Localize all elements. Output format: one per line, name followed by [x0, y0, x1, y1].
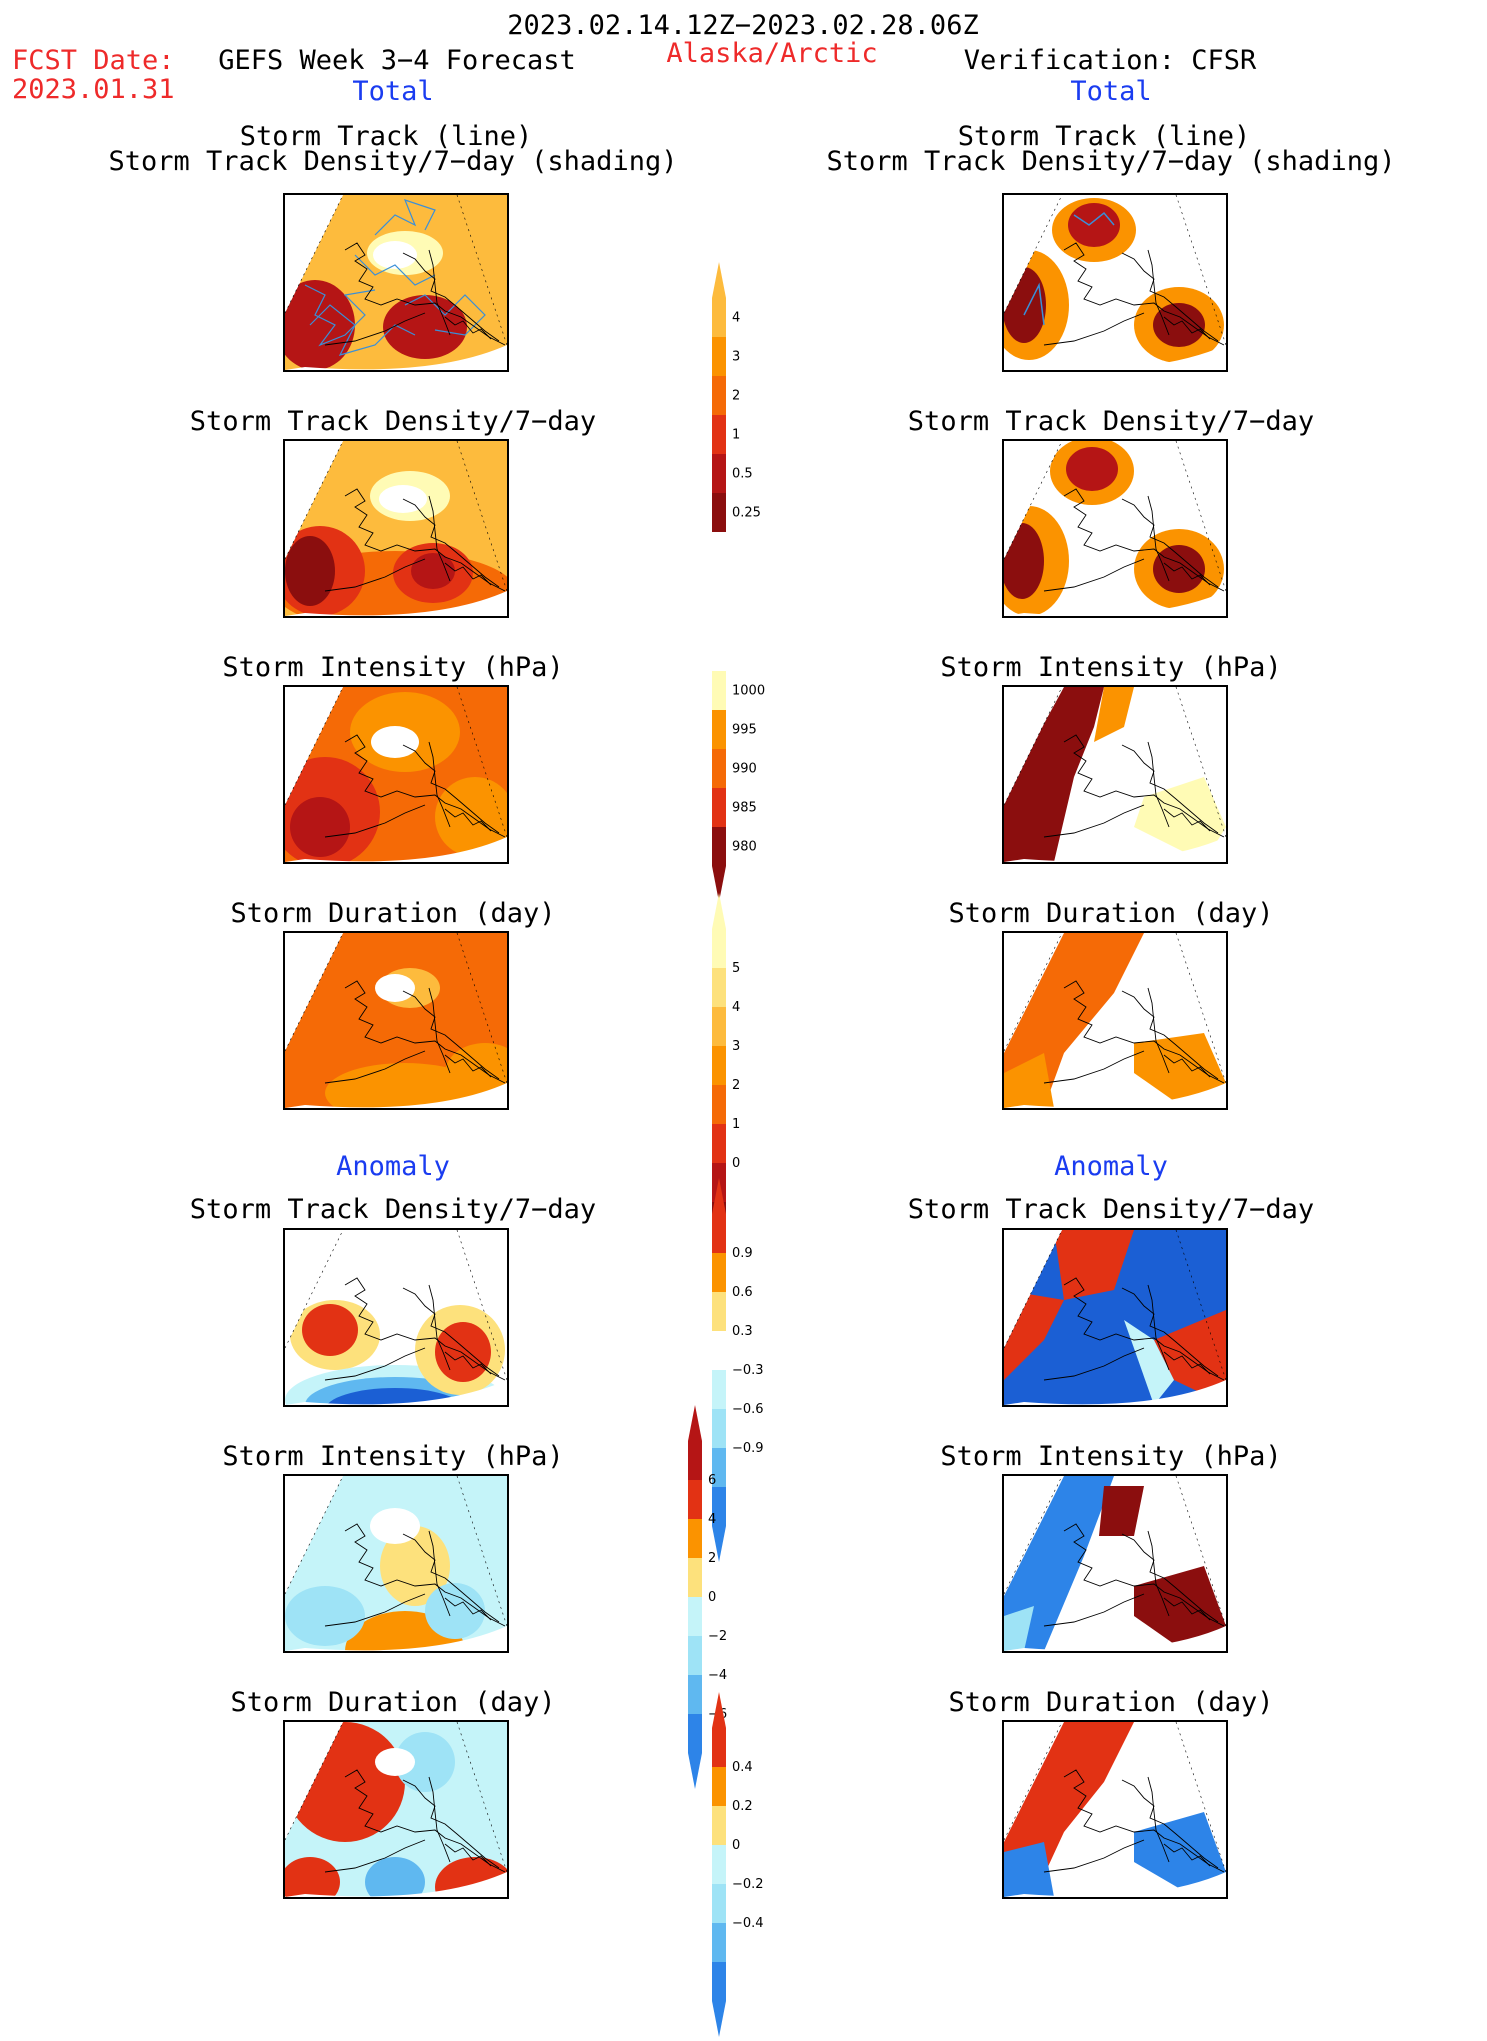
colorbar-tick-label: 0	[732, 1838, 740, 1853]
fcst-duration-title: Storm Duration (day)	[230, 898, 556, 929]
colorbar-tick-label: 0	[732, 1156, 740, 1171]
ver-track-density-title: Storm Track Density/7−day	[907, 406, 1315, 437]
colorbar-tick-label: 0.2	[732, 1799, 753, 1814]
ver-track-density-map	[1002, 439, 1228, 618]
colorbar-tick-label: 980	[732, 840, 757, 855]
colorbar-tick-label: 0.6	[732, 1285, 753, 1300]
fcst-intensity-title: Storm Intensity (hPa)	[222, 652, 564, 683]
colorbar-tick-label: 1	[732, 1117, 740, 1132]
colorbar-tick-label: 2	[708, 1551, 716, 1566]
colorbar-tick-label: 1	[732, 428, 740, 443]
ver-duration-anomaly-title: Storm Duration (day)	[948, 1687, 1274, 1718]
ver-intensity-anomaly-map	[1002, 1474, 1228, 1653]
fcst-duration-anomaly-title: Storm Duration (day)	[230, 1687, 556, 1718]
colorbar-tick-label: 2	[732, 389, 740, 404]
colorbar-tick-label: 0.5	[732, 467, 753, 482]
colorbar-tick-label: 0	[708, 1590, 716, 1605]
colorbar-tick-label: 2	[732, 1078, 740, 1093]
colorbar-tick-label: 0.4	[732, 1760, 753, 1775]
valid-period: 2023.02.14.12Z−2023.02.28.06Z	[507, 10, 979, 41]
colorbar-tick-label: 1000	[732, 684, 765, 699]
fcst-density-anomaly-map	[283, 1228, 509, 1407]
colorbar-tick-label: −2	[708, 1629, 727, 1644]
ver-intensity-anomaly-title: Storm Intensity (hPa)	[940, 1441, 1282, 1472]
colorbar-tick-label: −0.6	[732, 1402, 764, 1417]
fcst-intensity-anomaly-title: Storm Intensity (hPa)	[222, 1441, 564, 1472]
ver-density-anomaly-title: Storm Track Density/7−day	[907, 1194, 1315, 1225]
colorbar-tick-label: 985	[732, 801, 757, 816]
ver-duration-title: Storm Duration (day)	[948, 898, 1274, 929]
colorbar-tick-label: −0.3	[732, 1363, 764, 1378]
region-label: Alaska/Arctic	[666, 38, 878, 69]
fcst-track-density-title: Storm Track Density/7−day	[189, 406, 597, 437]
fcst-intensity-map	[283, 685, 509, 864]
colorbar-tick-label: 3	[732, 1039, 740, 1054]
fcst-duration-anomaly-map	[283, 1720, 509, 1899]
forecast-total-label: Total	[352, 76, 434, 107]
intensity-colorbar: 1000 995 990 985 980	[712, 671, 772, 906]
fcst-date-value: 2023.01.31	[12, 74, 175, 105]
ver-track-density-line-map	[1002, 193, 1228, 372]
colorbar-tick-label: 6	[708, 1473, 716, 1488]
fcst-date-label: FCST Date:	[12, 45, 175, 76]
colorbar-tick-label: 4	[732, 1000, 740, 1015]
ver-anomaly-label: Anomaly	[1054, 1151, 1168, 1182]
density-colorbar: 4 3 2 1 0.5 0.25	[712, 262, 772, 572]
duration-anomaly-colorbar: 0.4 0.2 0 −0.2 −0.4	[712, 1692, 772, 2041]
colorbar-tick-label: 0.9	[732, 1246, 753, 1261]
fcst-duration-map	[283, 931, 509, 1110]
verification-title: Verification: CFSR	[963, 45, 1257, 76]
density-anomaly-colorbar: 0.9 0.6 0.3 −0.3 −0.6 −0.9	[712, 1178, 772, 1566]
colorbar-tick-label: −0.4	[732, 1916, 764, 1931]
colorbar-tick-label: 3	[732, 350, 740, 365]
fcst-track-line-title: Storm Track (line)	[239, 121, 533, 152]
ver-track-line-title: Storm Track (line)	[957, 121, 1251, 152]
colorbar-tick-label: 5	[732, 961, 740, 976]
colorbar-tick-label: −0.9	[732, 1441, 764, 1456]
fcst-track-density-shading-title: Storm Track Density/7−day (shading)	[108, 146, 678, 177]
forecast-title: GEFS Week 3−4 Forecast	[218, 45, 576, 76]
fcst-intensity-anomaly-map	[283, 1474, 509, 1653]
ver-duration-anomaly-map	[1002, 1720, 1228, 1899]
colorbar-tick-label: −4	[708, 1668, 727, 1683]
fcst-anomaly-label: Anomaly	[336, 1151, 450, 1182]
colorbar-tick-label: 0.25	[732, 506, 761, 521]
colorbar-tick-label: 995	[732, 723, 757, 738]
ver-track-density-shading-title: Storm Track Density/7−day (shading)	[826, 146, 1396, 177]
fcst-track-density-map	[283, 439, 509, 618]
ver-intensity-map	[1002, 685, 1228, 864]
fcst-track-density-line-map	[283, 193, 509, 372]
colorbar-tick-label: 0.3	[732, 1324, 753, 1339]
fcst-density-anomaly-title: Storm Track Density/7−day	[189, 1194, 597, 1225]
colorbar-tick-label: −0.2	[732, 1877, 764, 1892]
colorbar-tick-label: 990	[732, 762, 757, 777]
ver-intensity-title: Storm Intensity (hPa)	[940, 652, 1282, 683]
verification-total-label: Total	[1070, 76, 1152, 107]
ver-density-anomaly-map	[1002, 1228, 1228, 1407]
colorbar-tick-label: 4	[708, 1512, 716, 1527]
ver-duration-map	[1002, 931, 1228, 1110]
colorbar-tick-label: 4	[732, 311, 740, 326]
